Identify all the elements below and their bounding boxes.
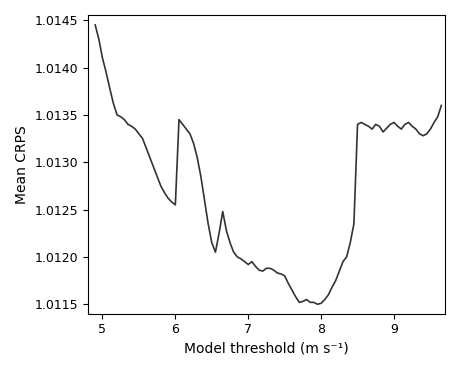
Y-axis label: Mean CRPS: Mean CRPS <box>15 125 29 204</box>
X-axis label: Model threshold (m s⁻¹): Model threshold (m s⁻¹) <box>184 342 348 356</box>
